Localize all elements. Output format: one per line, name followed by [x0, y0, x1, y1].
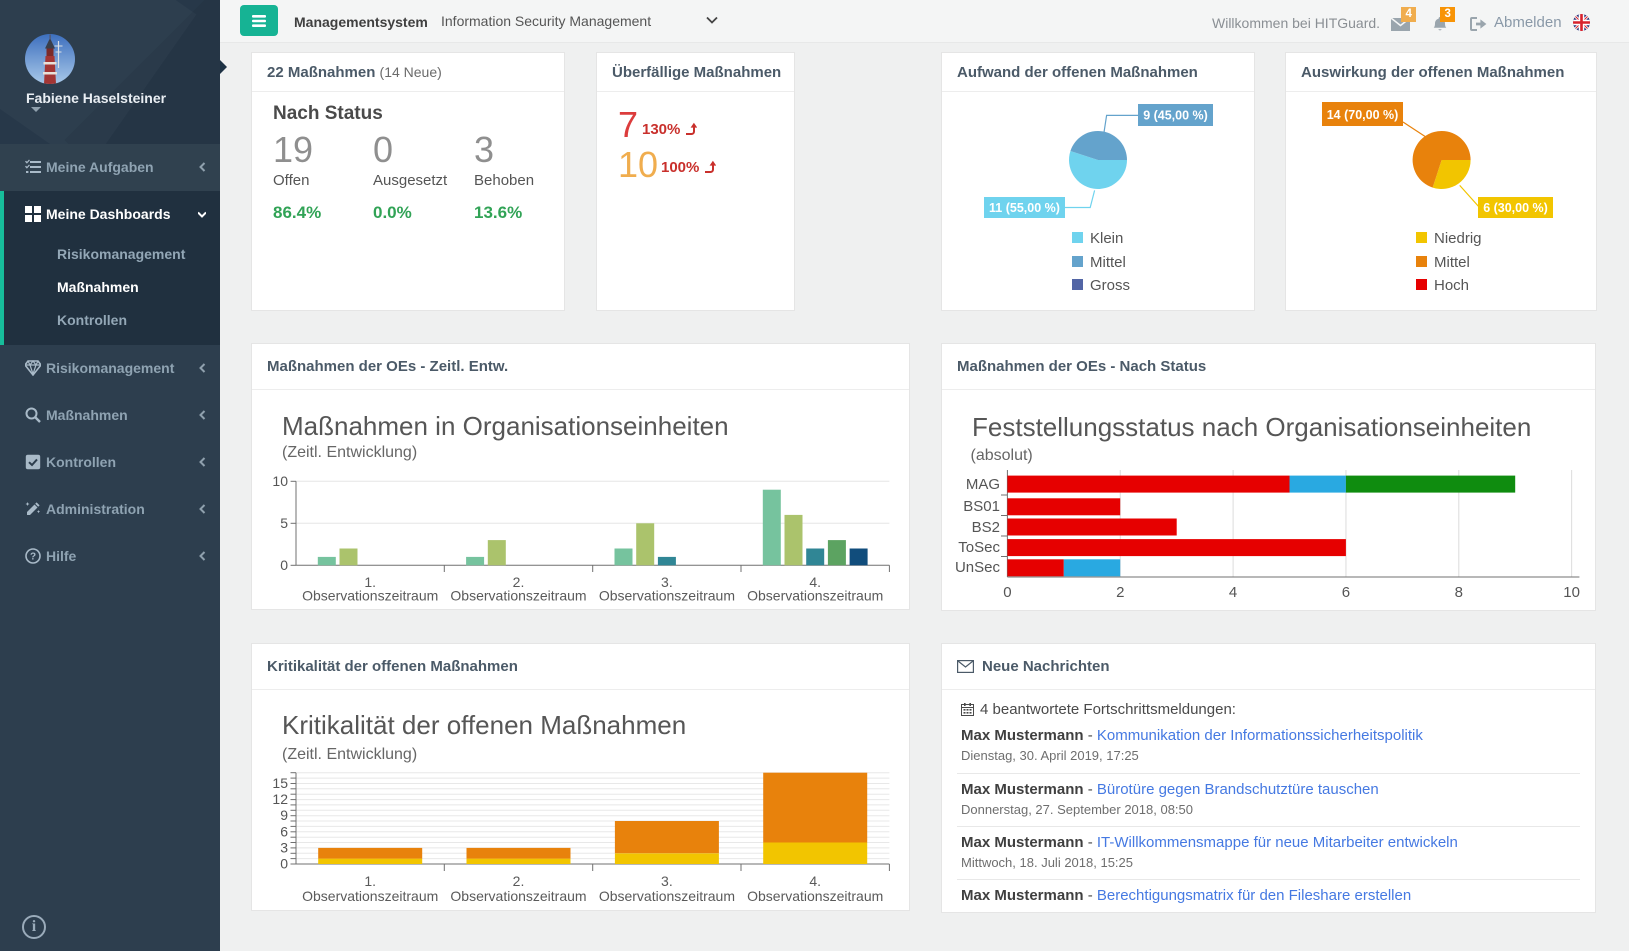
svg-text:MAG: MAG	[966, 476, 1000, 493]
svg-text:?: ?	[30, 552, 36, 563]
svg-text:14 (70,00 %): 14 (70,00 %)	[1327, 108, 1399, 122]
svg-text:ToSec: ToSec	[958, 539, 1000, 556]
svg-text:8: 8	[1455, 584, 1463, 601]
svg-text:Observationszeitraum: Observationszeitraum	[450, 888, 586, 904]
svg-text:(Zeitl. Entwicklung): (Zeitl. Entwicklung)	[282, 746, 417, 763]
svg-text:1.: 1.	[364, 873, 376, 889]
svg-text:(Zeitl. Entwicklung): (Zeitl. Entwicklung)	[282, 444, 417, 461]
svg-text:Observationszeitraum: Observationszeitraum	[747, 588, 883, 604]
svg-text:5: 5	[280, 515, 288, 531]
svg-text:0: 0	[280, 557, 288, 573]
svg-text:3: 3	[280, 839, 288, 855]
svg-text:Observationszeitraum: Observationszeitraum	[302, 888, 438, 904]
svg-text:6: 6	[1342, 584, 1350, 601]
svg-text:15: 15	[272, 775, 288, 791]
svg-text:BS2: BS2	[972, 519, 1000, 536]
svg-text:10: 10	[1563, 584, 1580, 601]
svg-text:Observationszeitraum: Observationszeitraum	[747, 888, 883, 904]
svg-text:12: 12	[272, 791, 288, 807]
svg-text:Maßnahmen in Organisationseinh: Maßnahmen in Organisationseinheiten	[282, 411, 729, 441]
svg-text:Observationszeitraum: Observationszeitraum	[599, 888, 735, 904]
svg-text:6: 6	[280, 823, 288, 839]
svg-text:2: 2	[1116, 584, 1124, 601]
svg-text:4.: 4.	[809, 574, 821, 590]
svg-text:6 (30,00 %): 6 (30,00 %)	[1483, 201, 1548, 215]
svg-text:Observationszeitraum: Observationszeitraum	[599, 588, 735, 604]
svg-text:(absolut): (absolut)	[971, 447, 1033, 464]
svg-text:Feststellungsstatus nach Organ: Feststellungsstatus nach Organisationsei…	[972, 412, 1531, 442]
svg-text:11 (55,00 %): 11 (55,00 %)	[989, 201, 1060, 215]
svg-text:Kritikalität der offenen Maßna: Kritikalität der offenen Maßnahmen	[282, 710, 686, 740]
svg-text:4: 4	[1229, 584, 1237, 601]
svg-text:UnSec: UnSec	[955, 559, 1001, 576]
svg-text:2.: 2.	[513, 574, 525, 590]
svg-text:10: 10	[272, 473, 288, 489]
svg-text:0: 0	[280, 856, 288, 872]
svg-text:Observationszeitraum: Observationszeitraum	[302, 588, 438, 604]
svg-text:3.: 3.	[661, 873, 673, 889]
svg-text:4.: 4.	[809, 873, 821, 889]
svg-text:3.: 3.	[661, 574, 673, 590]
svg-text:0: 0	[1003, 584, 1011, 601]
svg-text:9 (45,00 %): 9 (45,00 %)	[1143, 109, 1208, 123]
svg-text:1.: 1.	[364, 574, 376, 590]
svg-text:BS01: BS01	[963, 498, 1000, 515]
svg-text:9: 9	[280, 807, 288, 823]
svg-text:2.: 2.	[513, 873, 525, 889]
svg-text:Observationszeitraum: Observationszeitraum	[450, 588, 586, 604]
